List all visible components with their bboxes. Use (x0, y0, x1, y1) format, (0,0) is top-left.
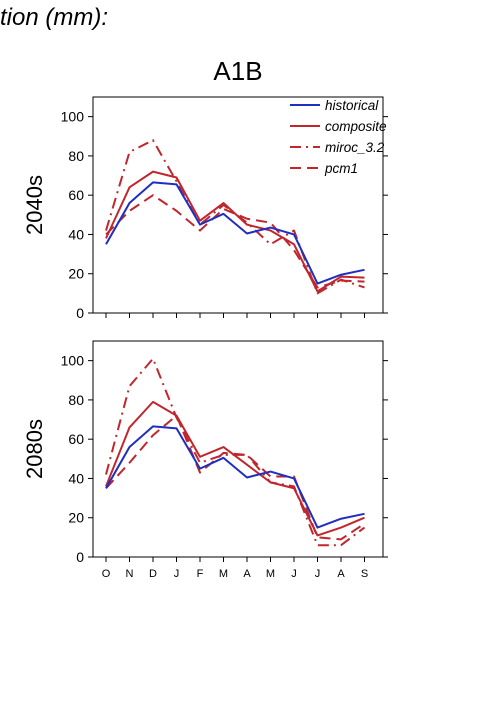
x-tick-label: S (361, 568, 368, 580)
x-tick-label: A (337, 568, 345, 580)
y-tick-label: 0 (76, 305, 84, 321)
legend-label: composite (325, 119, 387, 134)
x-tick-label: J (174, 568, 180, 580)
x-tick-label: J (315, 568, 321, 580)
y-tick-label: 60 (68, 187, 84, 203)
y-tick-label: 20 (68, 510, 84, 526)
page-title: tion (mm): (0, 4, 108, 31)
series-line-pcm1 (105, 194, 365, 289)
x-tick-label: A (243, 568, 251, 580)
legend-label: pcm1 (324, 161, 358, 176)
x-tick-label: F (197, 568, 204, 580)
legend-label: miroc_3.2 (325, 140, 385, 155)
series-line-historical (105, 181, 365, 285)
chart-panel-2: 0 20 40 60 80 100 O N D J F M A M J J A S 2080s (22, 340, 388, 580)
y-axis-label: 2040s (22, 175, 47, 235)
y-tick-label: 20 (68, 266, 84, 282)
legend-label: historical (325, 98, 379, 113)
y-tick-label: 80 (68, 148, 84, 164)
x-tick-label: D (149, 568, 157, 580)
series-line-miroc-3-2 (105, 357, 366, 547)
series-line-miroc-3-2 (105, 139, 365, 295)
y-tick-label: 100 (61, 109, 85, 125)
chart-panel-1: A1B 0 20 40 60 80 100 2040s historical composite m… (22, 56, 388, 321)
x-tick-label: M (219, 568, 228, 580)
plot-frame (92, 340, 384, 558)
y-tick-label: 40 (68, 470, 84, 486)
x-tick-label: M (266, 568, 275, 580)
x-tick-label: N (126, 568, 134, 580)
chart-title: A1B (213, 56, 262, 86)
y-tick-label: 100 (61, 353, 85, 369)
legend: historical composite miroc_3.2 pcm1 (290, 98, 387, 176)
series-line-historical (105, 425, 365, 529)
y-axis-label: 2080s (22, 419, 47, 479)
y-tick-label: 0 (76, 549, 84, 565)
y-tick-label: 40 (68, 226, 84, 242)
y-tick-label: 80 (68, 392, 84, 408)
y-tick-label: 60 (68, 431, 84, 447)
x-tick-label: O (102, 568, 111, 580)
x-tick-label: J (291, 568, 297, 580)
plot-frame (92, 96, 384, 314)
series-line-pcm1 (105, 414, 366, 541)
series-line-composite (105, 170, 365, 293)
